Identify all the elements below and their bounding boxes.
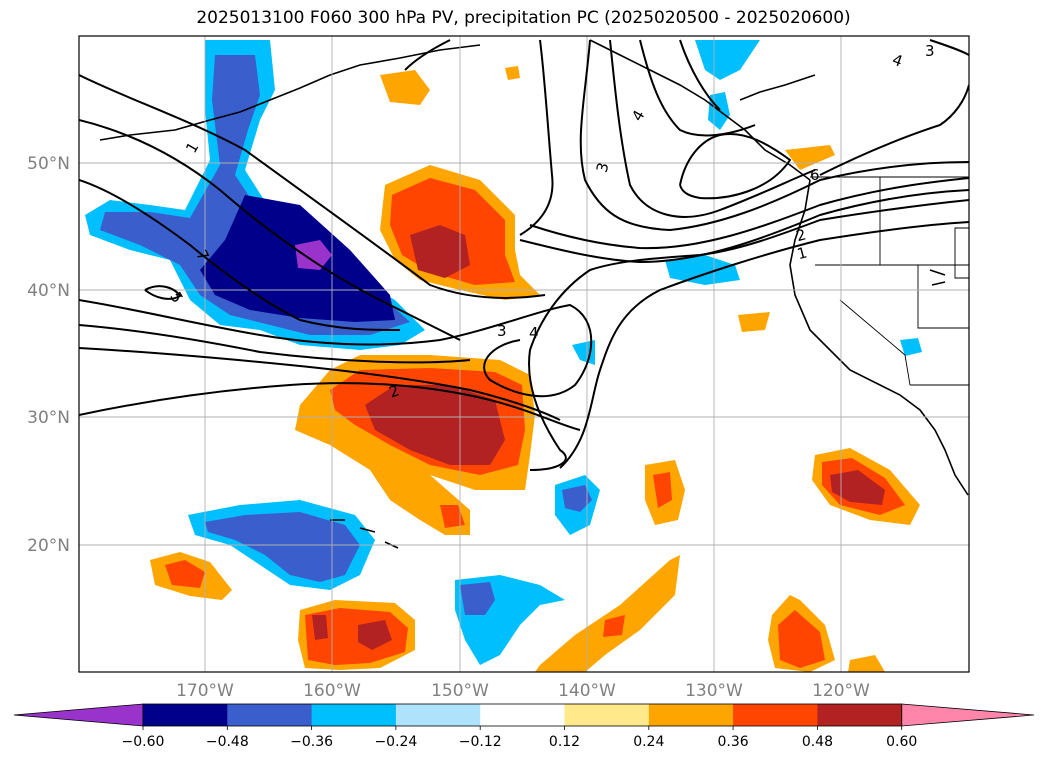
colorbar-tick-label: 0.48	[802, 734, 833, 750]
gridlines	[79, 36, 969, 672]
colorbar-tick-label: −0.60	[122, 734, 165, 750]
lon-label-160w: 160°W	[303, 681, 361, 701]
colorbar-segment	[480, 704, 565, 726]
colorbar-segment	[817, 704, 903, 726]
colorbar-segment	[143, 704, 228, 726]
colorbar-outline	[142, 703, 903, 727]
colorbar-tick-label: −0.48	[206, 734, 249, 750]
contour-label: 1	[795, 243, 809, 263]
political-borders	[810, 176, 969, 386]
colorbar: −0.60 −0.48 −0.36 −0.24 −0.12 0.12 0.24 0.36 0.4…	[13, 703, 1035, 750]
contour-label: 4	[529, 324, 539, 342]
contour-label: 3	[925, 42, 935, 60]
negative-anomaly-shading	[85, 40, 922, 665]
colorbar-tick-label: 0.24	[633, 734, 664, 750]
contour-label: 6	[810, 166, 820, 184]
lat-label-40n: 40°N	[27, 281, 70, 301]
lat-label-50n: 50°N	[27, 154, 70, 174]
colorbar-extend-max	[901, 703, 1035, 727]
lon-label-120w: 120°W	[812, 681, 870, 701]
map-title: 2025013100 F060 300 hPa PV, precipitatio…	[196, 8, 851, 28]
coastlines	[99, 39, 969, 549]
lon-label-150w: 150°W	[431, 681, 489, 701]
lon-label-130w: 130°W	[685, 681, 743, 701]
contour-label: 3	[497, 322, 507, 340]
contour-label: 3	[593, 161, 613, 175]
longitude-labels: 170°W 160°W 150°W 140°W 130°W 120°W	[176, 681, 870, 701]
map-frame	[78, 35, 970, 673]
latitude-labels: 50°N 40°N 30°N 20°N	[27, 154, 70, 556]
colorbar-tick-label: 0.60	[886, 734, 917, 750]
lon-label-140w: 140°W	[558, 681, 616, 701]
colorbar-tick-label: −0.36	[290, 734, 333, 750]
colorbar-extend-min	[13, 703, 144, 727]
map-panel: 1 2 2 1 3 3 4 4 4 3 5 6 7	[79, 36, 969, 672]
colorbar-segment	[648, 704, 734, 726]
colorbar-segment	[395, 704, 481, 726]
colorbar-tick-label: 0.12	[549, 734, 580, 750]
positive-anomaly-shading	[150, 66, 920, 672]
colorbar-tick-label: −0.24	[374, 734, 417, 750]
lat-label-20n: 20°N	[27, 536, 70, 556]
contour-label: 2	[794, 225, 808, 245]
colorbar-tick-label: 0.36	[718, 734, 749, 750]
colorbar-segment	[227, 704, 313, 726]
colorbar-segment	[733, 704, 818, 726]
lon-label-170w: 170°W	[176, 681, 234, 701]
colorbar-segment	[311, 704, 397, 726]
pv-contours	[79, 39, 969, 471]
lat-label-30n: 30°N	[27, 408, 70, 428]
colorbar-tick-label: −0.12	[459, 734, 502, 750]
colorbar-segment	[564, 704, 650, 726]
